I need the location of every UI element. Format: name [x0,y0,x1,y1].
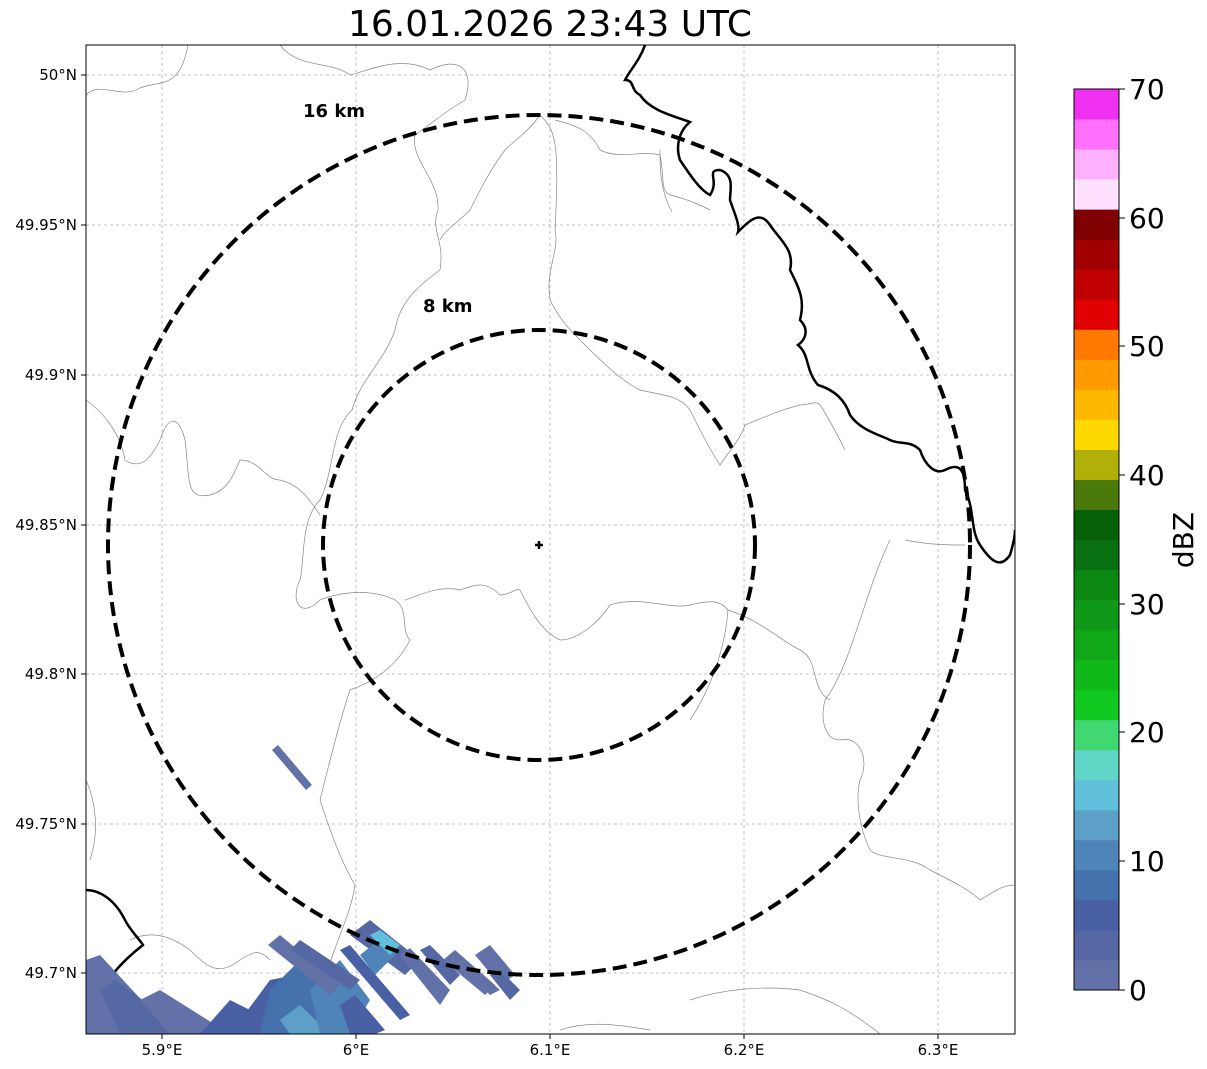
lon-tick-label: 5.9°E [142,1041,183,1059]
colorbar-segment [1074,329,1119,360]
lat-tick-label: 49.9°N [25,366,77,384]
colorbar-segment [1074,119,1119,150]
colorbar-label: dBZ [1167,512,1200,568]
lon-tick-label: 6.3°E [918,1041,959,1059]
lat-tick-label: 49.85°N [15,516,77,534]
colorbar [1074,89,1119,991]
lat-tick-labels: 50°N 49.95°N 49.9°N 49.85°N 49.8°N 49.75… [15,66,77,982]
colorbar-segment [1074,179,1119,210]
colorbar-tick-label: 60 [1129,202,1165,235]
colorbar-segment [1074,479,1119,510]
lon-tick-label: 6°E [343,1041,370,1059]
colorbar-tick-label: 0 [1129,974,1147,1007]
colorbar-segment [1074,899,1119,931]
range-ring-16km [106,113,972,977]
lon-tick-labels: 5.9°E 6°E 6.1°E 6.2°E 6.3°E [142,1041,959,1059]
lat-tick-label: 49.8°N [25,665,77,683]
lon-tick-label: 6.1°E [530,1041,571,1059]
echo-cell [272,745,312,790]
colorbar-segment [1074,239,1119,270]
colorbar-segment [1074,569,1119,601]
radar-site-marker [535,541,543,549]
radar-echoes [86,745,520,1034]
ring-label-16km: 16 km [303,101,365,122]
colorbar-segment [1074,629,1119,661]
colorbar-tick-label: 40 [1129,459,1165,492]
country-borders [86,45,1015,1034]
lon-tick-label: 6.2°E [724,1041,765,1059]
colorbar-segment [1074,809,1119,841]
lat-tick-label: 49.7°N [25,964,77,982]
colorbar-segment [1074,659,1119,691]
range-ring-8km [321,328,757,762]
colorbar-segment [1074,539,1119,571]
map-frame [85,44,1016,1035]
colorbar-tick-label: 10 [1129,845,1165,878]
colorbar-segment [1074,749,1119,781]
colorbar-segment [1074,599,1119,631]
map-title: 16.01.2026 23:43 UTC [347,4,753,45]
lat-tick-label: 49.75°N [15,815,77,833]
colorbar-segment [1074,359,1119,390]
colorbar-segment [1074,299,1119,330]
colorbar-frame [1073,88,1120,991]
colorbar-tick-labels: 0 10 20 30 40 50 60 70 [1129,73,1165,1007]
colorbar-segment [1074,89,1119,120]
lat-tick-label: 49.95°N [15,216,77,234]
colorbar-tick-label: 30 [1129,588,1165,621]
colorbar-segment [1074,719,1119,751]
ring-label-8km: 8 km [423,296,473,317]
colorbar-segment [1074,509,1119,540]
colorbar-segment [1074,209,1119,240]
colorbar-segment [1074,149,1119,180]
colorbar-segment [1074,839,1119,871]
colorbar-segment [1074,419,1119,450]
colorbar-segment [1074,389,1119,420]
colorbar-segment [1074,689,1119,721]
colorbar-segment [1074,779,1119,811]
gridlines [86,45,1015,1034]
colorbar-ticks [1119,88,1125,991]
colorbar-tick-label: 70 [1129,73,1165,106]
lat-tick-label: 50°N [39,66,77,84]
colorbar-tick-label: 50 [1129,330,1165,363]
colorbar-segment [1074,449,1119,480]
range-rings [106,113,972,977]
admin-borders [86,45,1015,1034]
colorbar-segment [1074,269,1119,300]
colorbar-segment [1074,959,1119,991]
colorbar-tick-label: 20 [1129,716,1165,749]
colorbar-segment [1074,929,1119,961]
colorbar-segment [1074,869,1119,901]
